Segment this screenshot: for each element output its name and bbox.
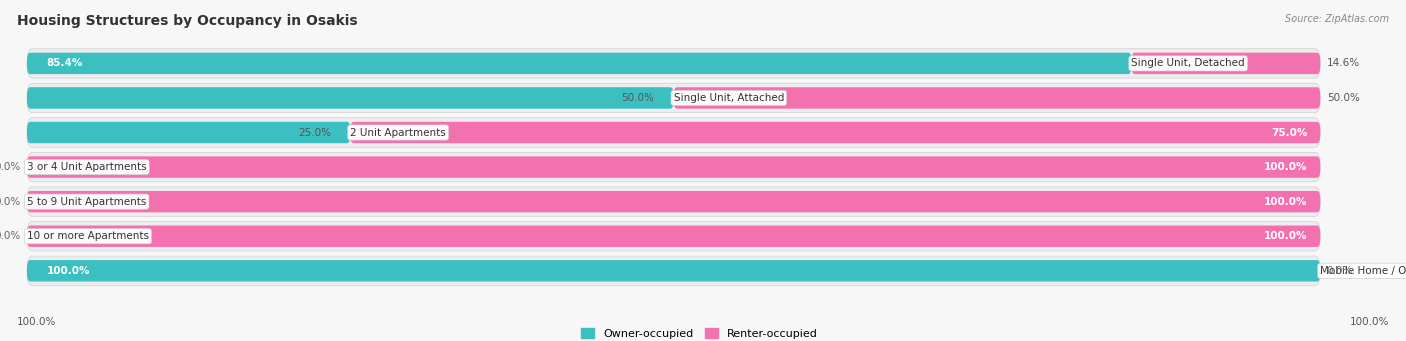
Text: 0.0%: 0.0%	[0, 231, 21, 241]
FancyBboxPatch shape	[27, 152, 1320, 182]
Text: 10 or more Apartments: 10 or more Apartments	[27, 231, 149, 241]
Text: Single Unit, Attached: Single Unit, Attached	[673, 93, 785, 103]
FancyBboxPatch shape	[27, 53, 1132, 74]
Text: 75.0%: 75.0%	[1271, 128, 1308, 137]
FancyBboxPatch shape	[27, 260, 1320, 282]
Text: Single Unit, Detached: Single Unit, Detached	[1132, 58, 1246, 69]
FancyBboxPatch shape	[27, 118, 1320, 147]
Text: Source: ZipAtlas.com: Source: ZipAtlas.com	[1285, 14, 1389, 24]
Text: 100.0%: 100.0%	[1264, 231, 1308, 241]
FancyBboxPatch shape	[350, 122, 1320, 143]
Text: 0.0%: 0.0%	[1327, 266, 1353, 276]
FancyBboxPatch shape	[1132, 53, 1320, 74]
FancyBboxPatch shape	[27, 122, 350, 143]
Text: Housing Structures by Occupancy in Osakis: Housing Structures by Occupancy in Osaki…	[17, 14, 357, 28]
Text: 25.0%: 25.0%	[298, 128, 330, 137]
Text: 50.0%: 50.0%	[1327, 93, 1360, 103]
Text: 0.0%: 0.0%	[0, 197, 21, 207]
Text: 100.0%: 100.0%	[1350, 317, 1389, 327]
FancyBboxPatch shape	[673, 87, 1320, 109]
FancyBboxPatch shape	[27, 157, 1320, 178]
FancyBboxPatch shape	[27, 187, 1320, 216]
Legend: Owner-occupied, Renter-occupied: Owner-occupied, Renter-occupied	[576, 324, 823, 341]
Text: 100.0%: 100.0%	[46, 266, 90, 276]
Text: 2 Unit Apartments: 2 Unit Apartments	[350, 128, 446, 137]
FancyBboxPatch shape	[27, 49, 1320, 78]
Text: 100.0%: 100.0%	[1264, 197, 1308, 207]
FancyBboxPatch shape	[27, 225, 1320, 247]
Text: 100.0%: 100.0%	[1264, 162, 1308, 172]
Text: 14.6%: 14.6%	[1327, 58, 1360, 69]
Text: 5 to 9 Unit Apartments: 5 to 9 Unit Apartments	[27, 197, 146, 207]
FancyBboxPatch shape	[27, 87, 673, 109]
FancyBboxPatch shape	[27, 222, 1320, 251]
Text: Mobile Home / Other: Mobile Home / Other	[1320, 266, 1406, 276]
Text: 50.0%: 50.0%	[621, 93, 654, 103]
Text: 85.4%: 85.4%	[46, 58, 83, 69]
Text: 3 or 4 Unit Apartments: 3 or 4 Unit Apartments	[27, 162, 146, 172]
FancyBboxPatch shape	[27, 191, 1320, 212]
FancyBboxPatch shape	[27, 83, 1320, 113]
Text: 0.0%: 0.0%	[0, 162, 21, 172]
Text: 100.0%: 100.0%	[17, 317, 56, 327]
FancyBboxPatch shape	[27, 256, 1320, 285]
